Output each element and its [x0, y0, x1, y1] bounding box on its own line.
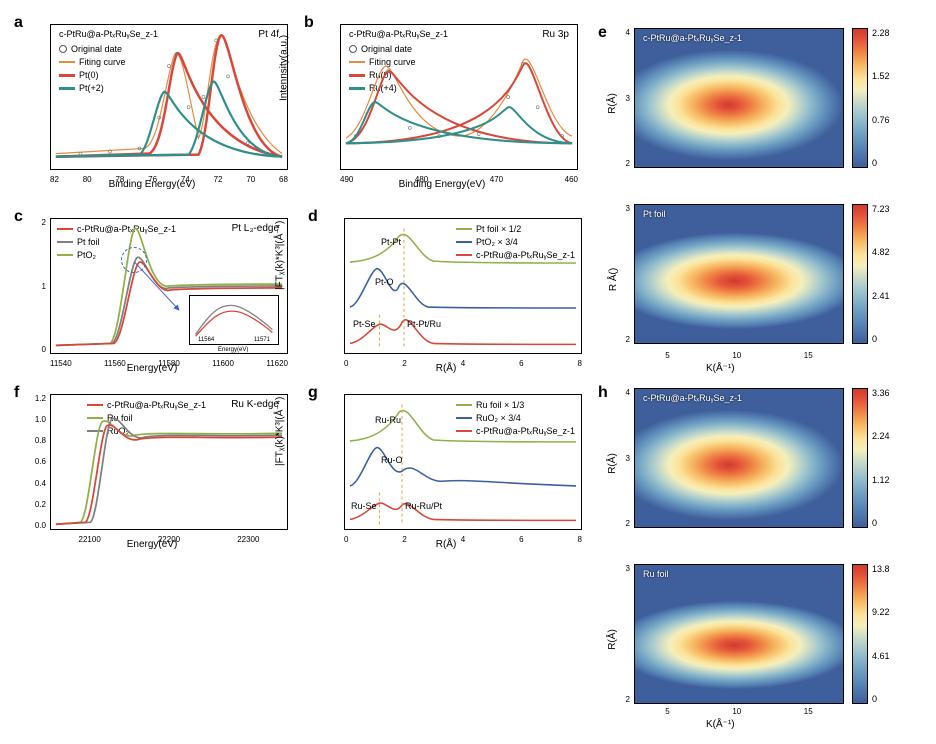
ylabel: R(Å) — [607, 93, 618, 114]
peak-label: Pt-Pt/Ru — [407, 319, 441, 329]
wavelet-map: Pt foil — [634, 204, 844, 344]
panel-letter: f — [14, 384, 19, 402]
xlabel: Energy(eV) — [127, 539, 178, 550]
panel-d: d |FTᵪ(k)*K³|(Å⁻⁴) Pt foil × 1/2 PtO₂ × … — [306, 206, 586, 374]
xticks: 51015 — [634, 707, 844, 716]
panel-e1: e R(Å) c-PtRu@a-PtₓRuᵧSe_z-1 234 2.281.5… — [596, 22, 924, 194]
colorbar — [852, 388, 868, 528]
panel-h1: h R(Å) c-PtRu@a-PtₓRuᵧSe_z-1 234 3.362.2… — [596, 382, 924, 554]
xlabel: R(Å) — [436, 363, 457, 374]
wavelet-title: c-PtRu@a-PtₓRuᵧSe_z-1 — [643, 393, 742, 403]
wavelet-map: c-PtRu@a-PtₓRuᵧSe_z-1 — [634, 28, 844, 168]
wavelet-map: c-PtRu@a-PtₓRuᵧSe_z-1 — [634, 388, 844, 528]
yticks: 23 — [618, 204, 630, 344]
yticks: 1.21.00.80.60.40.20.0 — [32, 394, 46, 530]
wavelet-title: Pt foil — [643, 209, 666, 219]
colorbar — [852, 28, 868, 168]
panel-c: c Normalized intensity(a.u.) 210 Pt L₃-e… — [12, 206, 292, 374]
highlight-circle — [121, 247, 147, 273]
plot-f: Ru K-edge c-PtRu@a-PtₓRuᵧSe_z-1 Ru foil … — [50, 394, 288, 530]
peak-label: Pt-Se — [353, 319, 376, 329]
panel-letter: b — [304, 14, 314, 32]
colorbar-ticks: 3.362.241.120 — [872, 388, 890, 528]
wavelet-map: Ru foil — [634, 564, 844, 704]
panel-f: f Normalized intensity(a.u.) 1.21.00.80.… — [12, 382, 292, 550]
ylabel: |FTᵪ(k)*K³|(Å⁻⁴) — [275, 397, 286, 466]
peak-label: Pt-Pt — [381, 237, 401, 247]
xticks: 51015 — [634, 351, 844, 360]
peak-label: Ru-Ru — [375, 415, 401, 425]
peak-label: Ru-Ru/Pt — [405, 501, 442, 511]
colorbar — [852, 204, 868, 344]
panel-letter: d — [308, 208, 318, 226]
plot-d: Pt foil × 1/2 PtO₂ × 3/4 c-PtRu@a-PtₓRuᵧ… — [344, 218, 582, 354]
colorbar-ticks: 2.281.520.760 — [872, 28, 890, 168]
panel-e2: R Å() Pt foil 23 51015 K(Å⁻¹) 7.234.822.… — [596, 198, 924, 376]
figure-abs: e R(Å) c-PtRu@a-PtₓRuᵧSe_z-1 234 2.281.5… — [12, 22, 924, 732]
xlabel: R(Å) — [436, 539, 457, 550]
colorbar-ticks: 7.234.822.410 — [872, 204, 890, 344]
panel-g: g |FTᵪ(k)*K³|(Å⁻⁴) Ru foil × 1/3 RuO₂ × … — [306, 382, 586, 550]
panel-letter: g — [308, 384, 318, 402]
ylabel: R(Å) — [607, 629, 618, 650]
xlabel: K(Å⁻¹) — [706, 363, 735, 374]
xlabel: Energy(eV) — [127, 363, 178, 374]
panel-letter: c — [14, 208, 23, 226]
plot-g: Ru foil × 1/3 RuO₂ × 3/4 c-PtRu@a-PtₓRuᵧ… — [344, 394, 582, 530]
inset-c: 11564 11571 Energy(eV) — [189, 295, 279, 345]
plot-c: Pt L₃-edge c-PtRu@a-PtₓRuᵧSe_z-1 Pt foil… — [50, 218, 288, 354]
inset-tick: 11571 — [254, 337, 270, 343]
wavelet-title: c-PtRu@a-PtₓRuᵧSe_z-1 — [643, 33, 742, 43]
panel-h2: R(Å) Ru foil 23 51015 K(Å⁻¹) 13.89.224.6… — [596, 558, 924, 732]
yticks: 210 — [32, 218, 46, 354]
peak-label: Pt-O — [375, 277, 394, 287]
peak-label: Ru-O — [381, 455, 403, 465]
yticks: 234 — [618, 28, 630, 168]
panel-letter: e — [598, 24, 607, 42]
ylabel: R(Å) — [607, 453, 618, 474]
colorbar-ticks: 13.89.224.610 — [872, 564, 890, 704]
ylabel: |FTᵪ(k)*K³|(Å⁻⁴) — [275, 221, 286, 290]
panel-letter: h — [598, 384, 608, 402]
xlabel: K(Å⁻¹) — [706, 719, 735, 730]
xanes-curves — [51, 395, 287, 529]
yticks: 23 — [618, 564, 630, 704]
peak-label: Ru-Se — [351, 501, 377, 511]
xticks: 02468 — [344, 359, 582, 368]
inset-tick: 11564 — [198, 337, 214, 343]
colorbar — [852, 564, 868, 704]
inset-xlabel: Energy(eV) — [218, 347, 248, 353]
yticks: 234 — [618, 388, 630, 528]
wavelet-title: Ru foil — [643, 569, 669, 579]
xticks: 02468 — [344, 535, 582, 544]
panel-letter: a — [14, 14, 23, 32]
